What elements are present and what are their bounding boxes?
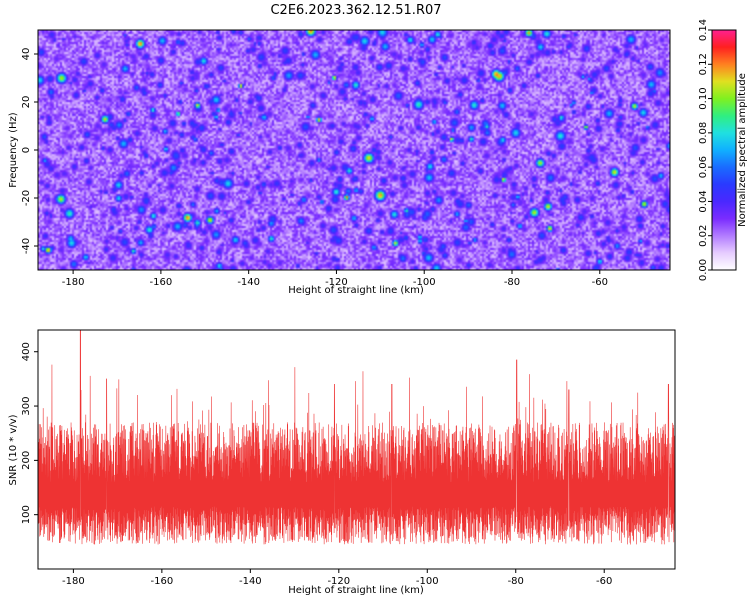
heatmap-x-tick-label: -80 [504, 277, 520, 288]
colorbar-label: Normalized spectral amplitude [737, 73, 748, 227]
colorbar: 0.00 0.02 0.04 0.06 0.08 0.10 0.12 0.14 Normali… [698, 19, 748, 281]
heatmap-y-tick-label: -20 [21, 190, 32, 206]
heatmap-x-tick-label: -180 [62, 277, 85, 288]
heatmap-x-label: Height of straight line (km) [288, 285, 424, 296]
heatmap-y-tick-label: -40 [21, 238, 32, 254]
snr-x-tick-label: -140 [239, 576, 262, 587]
snr-x-tick-label: -180 [62, 576, 85, 587]
heatmap-x-tick-label: -100 [413, 277, 436, 288]
heatmap-x-tick-label: -120 [325, 277, 348, 288]
snr-y-axis: 100 200 300 400 [21, 342, 38, 524]
colorbar-tick-label: 0.04 [698, 190, 709, 212]
colorbar-tick-label: 0.06 [698, 156, 709, 178]
figure-title: C2E6.2023.362.12.51.R07 [270, 3, 441, 18]
snr-y-tick-label: 200 [21, 451, 32, 470]
colorbar-tick-label: 0.12 [698, 53, 709, 75]
snr-x-tick-label: -80 [508, 576, 524, 587]
heatmap-y-tick-label: 20 [21, 96, 32, 109]
snr-y-tick-label: 300 [21, 396, 32, 415]
colorbar-tick-label: 0.14 [698, 19, 709, 41]
snr-x-label: Height of straight line (km) [288, 585, 424, 596]
snr-x-tick-label: -100 [416, 576, 439, 587]
heatmap-x-tick-label: -140 [237, 277, 260, 288]
heatmap-x-tick-label: -60 [592, 277, 608, 288]
snr-series-line [38, 330, 675, 545]
snr-y-label: SNR (10 * v/v) [8, 414, 19, 485]
heatmap-y-axis: -40 -20 0 20 40 [21, 48, 38, 254]
heatmap-x-axis: -180 -160 -140 -120 -100 -80 -60 [62, 270, 608, 288]
snr-x-tick-label: -120 [327, 576, 350, 587]
heatmap-image [38, 30, 670, 270]
snr-y-tick-label: 100 [21, 505, 32, 524]
colorbar-bar [711, 29, 737, 271]
colorbar-ticks: 0.00 0.02 0.04 0.06 0.08 0.10 0.12 0.14 [698, 19, 712, 281]
colorbar-tick-label: 0.10 [698, 87, 709, 109]
snr-frame [37, 329, 676, 570]
snr-panel: -180 -160 -140 -120 -100 -80 -60 100200300400 … [8, 329, 676, 596]
snr-x-tick-label: -60 [596, 576, 612, 587]
heatmap-y-tick-label: 0 [21, 147, 32, 153]
colorbar-tick-label: 0.02 [698, 225, 709, 247]
snr-x-axis: -180 -160 -140 -120 -100 -80 -60 [62, 569, 612, 587]
colorbar-tick-label: 0.00 [698, 259, 709, 281]
heatmap-y-tick-label: 40 [21, 48, 32, 61]
heatmap-y-label: Frequency (Hz) [8, 112, 19, 188]
colorbar-tick-label: 0.08 [698, 122, 709, 144]
heatmap-x-tick-label: -160 [150, 277, 173, 288]
snr-y-tick-label: 400 [21, 342, 32, 361]
snr-x-tick-label: -160 [151, 576, 174, 587]
heatmap-panel: -180 -160 -140 -120 -100 -80 -60 -40 -20 0 20 40 H… [8, 29, 671, 296]
